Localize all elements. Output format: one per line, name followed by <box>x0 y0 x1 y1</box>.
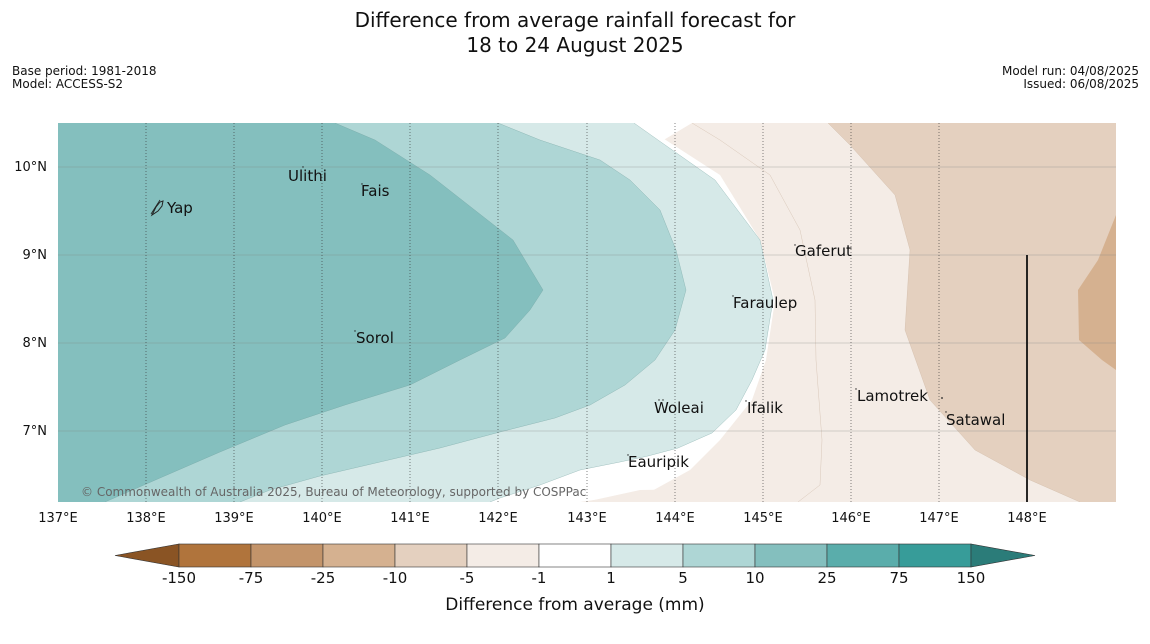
band-10-to-25 <box>58 123 543 502</box>
colorbar-tick-label: 25 <box>817 569 836 587</box>
contour-lines <box>104 123 774 502</box>
yap-island-outline <box>150 200 164 217</box>
copyright-notice: © Commonwealth of Australia 2025, Bureau… <box>81 485 586 499</box>
colorbar-box <box>754 543 828 568</box>
place-label-lamotrek: Lamotrek <box>857 387 928 405</box>
lon-label: 142°E <box>478 511 518 526</box>
lon-label: 147°E <box>919 511 959 526</box>
meta-right: Model run: 04/08/2025 Issued: 06/08/2025 <box>1002 65 1139 91</box>
place-label-fais: Fais <box>361 182 390 200</box>
colorbar-box <box>322 543 396 568</box>
longitude-gridlines <box>145 123 940 502</box>
colorbar-box <box>394 543 468 568</box>
colorbar-box <box>610 543 684 568</box>
title-line-1: Difference from average rainfall forecas… <box>354 8 796 32</box>
lon-label: 143°E <box>567 511 607 526</box>
colorbar-tick-label: -25 <box>311 569 336 587</box>
place-label-faraulep: Faraulep <box>733 294 797 312</box>
band-minus1-bottom <box>585 489 798 502</box>
colorbar-box <box>250 543 324 568</box>
lon-label: 137°E <box>38 511 78 526</box>
island-dots <box>302 166 947 456</box>
lon-label: 146°E <box>831 511 871 526</box>
lon-label: 141°E <box>390 511 430 526</box>
colorbar-tick-label: 10 <box>745 569 764 587</box>
map-title: Difference from average rainfall forecas… <box>0 8 1150 58</box>
band-minus10-to-minus25 <box>1078 215 1116 370</box>
model-name: Model: ACCESS-S2 <box>12 77 124 91</box>
colorbar-tick-label: -5 <box>460 569 475 587</box>
yap-island-ridge <box>150 199 161 215</box>
place-labels: Yap Ulithi Fais Sorol Gaferut Faraulep W… <box>166 167 1005 471</box>
colorbar-tick-label: -1 <box>532 569 547 587</box>
colorbar-tick-label: -150 <box>162 569 196 587</box>
place-label-woleai: Woleai <box>654 399 704 417</box>
colorbar-box <box>898 543 972 568</box>
lon-label: 138°E <box>126 511 166 526</box>
colorbar-tick-label: 5 <box>678 569 688 587</box>
colorbar-tick-label: 150 <box>957 569 986 587</box>
colorbar-tick-labels: -150 -75 -25 -10 -5 -1 1 5 10 25 75 150 <box>162 569 985 587</box>
place-label-sorol: Sorol <box>356 329 394 347</box>
colorbar-tick-label: 75 <box>889 569 908 587</box>
colorbar-box <box>178 543 252 568</box>
place-label-gaferut: Gaferut <box>795 242 852 260</box>
place-label-eauripik: Eauripik <box>628 453 689 471</box>
colorbar-high-extension <box>970 543 1036 568</box>
latitude-labels: 10°N 9°N 8°N 7°N <box>14 160 47 439</box>
place-label-satawal: Satawal <box>946 411 1005 429</box>
title-line-2: 18 to 24 August 2025 <box>466 33 684 57</box>
issued-date: Issued: 06/08/2025 <box>1023 77 1139 91</box>
place-label-ifalik: Ifalik <box>747 399 783 417</box>
colorbar-tick-label: -75 <box>239 569 264 587</box>
contour-lines-dry <box>691 123 1081 502</box>
band-minus5-to-minus10 <box>828 123 1116 502</box>
colorbar-box <box>826 543 900 568</box>
meta-left: Base period: 1981-2018 Model: ACCESS-S2 <box>12 65 157 91</box>
longitude-labels: 137°E 138°E 139°E 140°E 141°E 142°E 143°… <box>38 511 1047 526</box>
lat-label: 10°N <box>14 160 47 175</box>
lon-label: 145°E <box>743 511 783 526</box>
colorbar-box <box>538 543 612 568</box>
lat-label: 7°N <box>23 424 48 439</box>
lon-label: 139°E <box>214 511 254 526</box>
lon-label: 148°E <box>1007 511 1047 526</box>
map-area: Yap Ulithi Fais Sorol Gaferut Faraulep W… <box>58 123 1116 502</box>
place-label-ulithi: Ulithi <box>288 167 327 185</box>
lon-label: 140°E <box>302 511 342 526</box>
colorbar-tick-label: 1 <box>606 569 616 587</box>
lat-label: 8°N <box>23 336 48 351</box>
colorbar-low-extension <box>114 543 180 568</box>
model-run: Model run: 04/08/2025 <box>1001 64 1139 78</box>
lat-label: 9°N <box>23 248 48 263</box>
colorbar-boxes <box>178 543 972 568</box>
lon-label: 144°E <box>655 511 695 526</box>
base-period: Base period: 1981-2018 <box>12 64 157 78</box>
colorbar-box <box>466 543 540 568</box>
colorbar-tick-label: -10 <box>383 569 408 587</box>
colorbar-legend: -150 -75 -25 -10 -5 -1 1 5 10 25 75 150 … <box>114 543 1036 615</box>
colorbar-box <box>682 543 756 568</box>
colorbar-title: Difference from average (mm) <box>445 595 704 615</box>
place-label-yap: Yap <box>166 199 193 217</box>
